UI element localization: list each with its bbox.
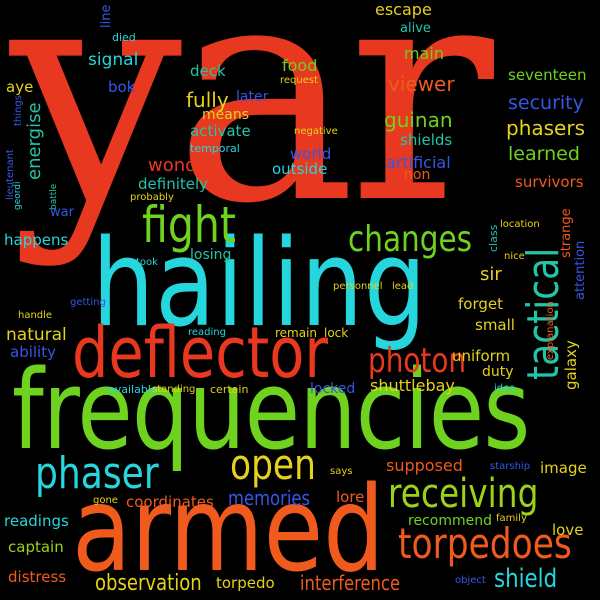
word-image: image — [540, 459, 587, 477]
word-phaser: phaser — [35, 448, 159, 499]
word-deck: deck — [190, 62, 226, 80]
word-supposed: supposed — [386, 456, 463, 475]
word-torpedo: torpedo — [216, 574, 275, 592]
word-fully: fully — [186, 88, 229, 112]
word-captain: captain — [8, 538, 64, 556]
word-nice: nice — [504, 251, 525, 262]
word-small: small — [475, 316, 515, 334]
word-escape: escape — [375, 0, 432, 19]
word-guinan: guinan — [384, 108, 453, 132]
word-food: food — [282, 56, 318, 75]
word-happens: happens — [4, 231, 69, 249]
word-learned: learned — [508, 143, 580, 165]
word-attention: attention — [573, 240, 588, 300]
word-deflector: deflector — [72, 312, 329, 394]
word-available: available — [108, 383, 158, 396]
word-line: line — [99, 4, 114, 28]
word-hailing: hailing — [92, 215, 428, 354]
word-ability: ability — [10, 343, 56, 361]
word-duty: duty — [482, 364, 514, 380]
word-galaxy: galaxy — [562, 340, 580, 390]
word-gone: gone — [93, 495, 118, 506]
word-negative: negative — [294, 126, 338, 137]
word-natural: natural — [6, 325, 67, 345]
word-certain: certain — [210, 383, 249, 396]
word-tactical: tactical — [518, 247, 569, 380]
word-shield: shield — [494, 564, 558, 594]
word-things: things — [13, 95, 24, 126]
word-took: took — [136, 257, 158, 268]
word-uniform: uniform — [452, 347, 511, 365]
word-says: says — [330, 466, 353, 477]
word-request: request — [280, 75, 319, 86]
word-torpedoes: torpedoes — [398, 519, 572, 568]
word-geordi: geordi — [13, 181, 23, 210]
word-recommend: recommend — [408, 513, 492, 529]
word-viewer: viewer — [388, 72, 455, 96]
word-later: later — [236, 89, 269, 105]
word-explanation: explanation — [545, 301, 556, 360]
word-idea: idea — [494, 383, 516, 394]
word-standing: standing — [152, 384, 196, 395]
word-alive: alive — [400, 21, 431, 36]
word-non: non — [404, 167, 431, 183]
word-shields: shields — [400, 131, 453, 149]
word-bok: bok — [108, 78, 136, 96]
word-energise: energise — [24, 102, 45, 180]
word-handle: handle — [18, 310, 53, 321]
word-forget: forget — [458, 295, 503, 313]
word-world: world — [290, 145, 332, 163]
word-probably: probably — [130, 192, 174, 203]
word-reading: reading — [188, 327, 226, 338]
word-survivors: survivors — [515, 173, 584, 191]
word-losing: losing — [190, 247, 232, 263]
word-location: location — [500, 219, 540, 230]
word-seventeen: seventeen — [508, 66, 587, 84]
word-aye: aye — [6, 78, 34, 96]
word-signal: signal — [88, 50, 139, 70]
word-remain: remain — [275, 326, 318, 340]
word-open: open — [230, 440, 316, 489]
word-coordinates: coordinates — [126, 493, 214, 511]
word-receiving: receiving — [388, 471, 539, 517]
word-security: security — [508, 92, 584, 114]
word-sir: sir — [480, 264, 502, 285]
word-object: object — [455, 575, 486, 586]
word-family: family — [496, 513, 527, 524]
word-class: class — [487, 224, 500, 252]
word-fight: fight — [142, 196, 236, 254]
word-outside: outside — [272, 160, 328, 178]
word-personnel: personnel — [333, 281, 383, 292]
word-phasers: phasers — [506, 116, 585, 140]
word-getting: getting — [70, 297, 106, 308]
word-definitely: definitely — [138, 175, 209, 193]
word-activate: activate — [190, 122, 251, 140]
word-lead: lead — [392, 281, 414, 292]
word-changes: changes — [348, 219, 473, 260]
word-shuttlebay: shuttlebay — [370, 376, 455, 395]
word-means: means — [202, 107, 249, 123]
word-interference: interference — [300, 571, 401, 595]
word-main: main — [404, 44, 444, 63]
word-lore: lore — [336, 488, 365, 506]
word-lock: lock — [324, 326, 349, 340]
word-armed: armed — [72, 460, 385, 598]
word-love: love — [552, 521, 584, 539]
word-strange: strange — [559, 208, 574, 258]
word-yar: yar — [10, 0, 494, 270]
word-readings: readings — [4, 512, 69, 530]
word-frequencies: frequencies — [12, 346, 530, 474]
word-died: died — [112, 31, 136, 44]
word-starship: starship — [490, 461, 531, 472]
word-wonder: wonder — [148, 155, 216, 176]
word-distress: distress — [8, 568, 67, 586]
word-photon: photon — [368, 341, 467, 381]
word-observation: observation — [95, 571, 202, 596]
word-artificial: artificial — [386, 153, 451, 172]
word-memories: memories — [228, 486, 311, 510]
word-locked: locked — [310, 381, 356, 397]
word-temporal: temporal — [190, 142, 240, 155]
word-war: war — [50, 205, 74, 220]
